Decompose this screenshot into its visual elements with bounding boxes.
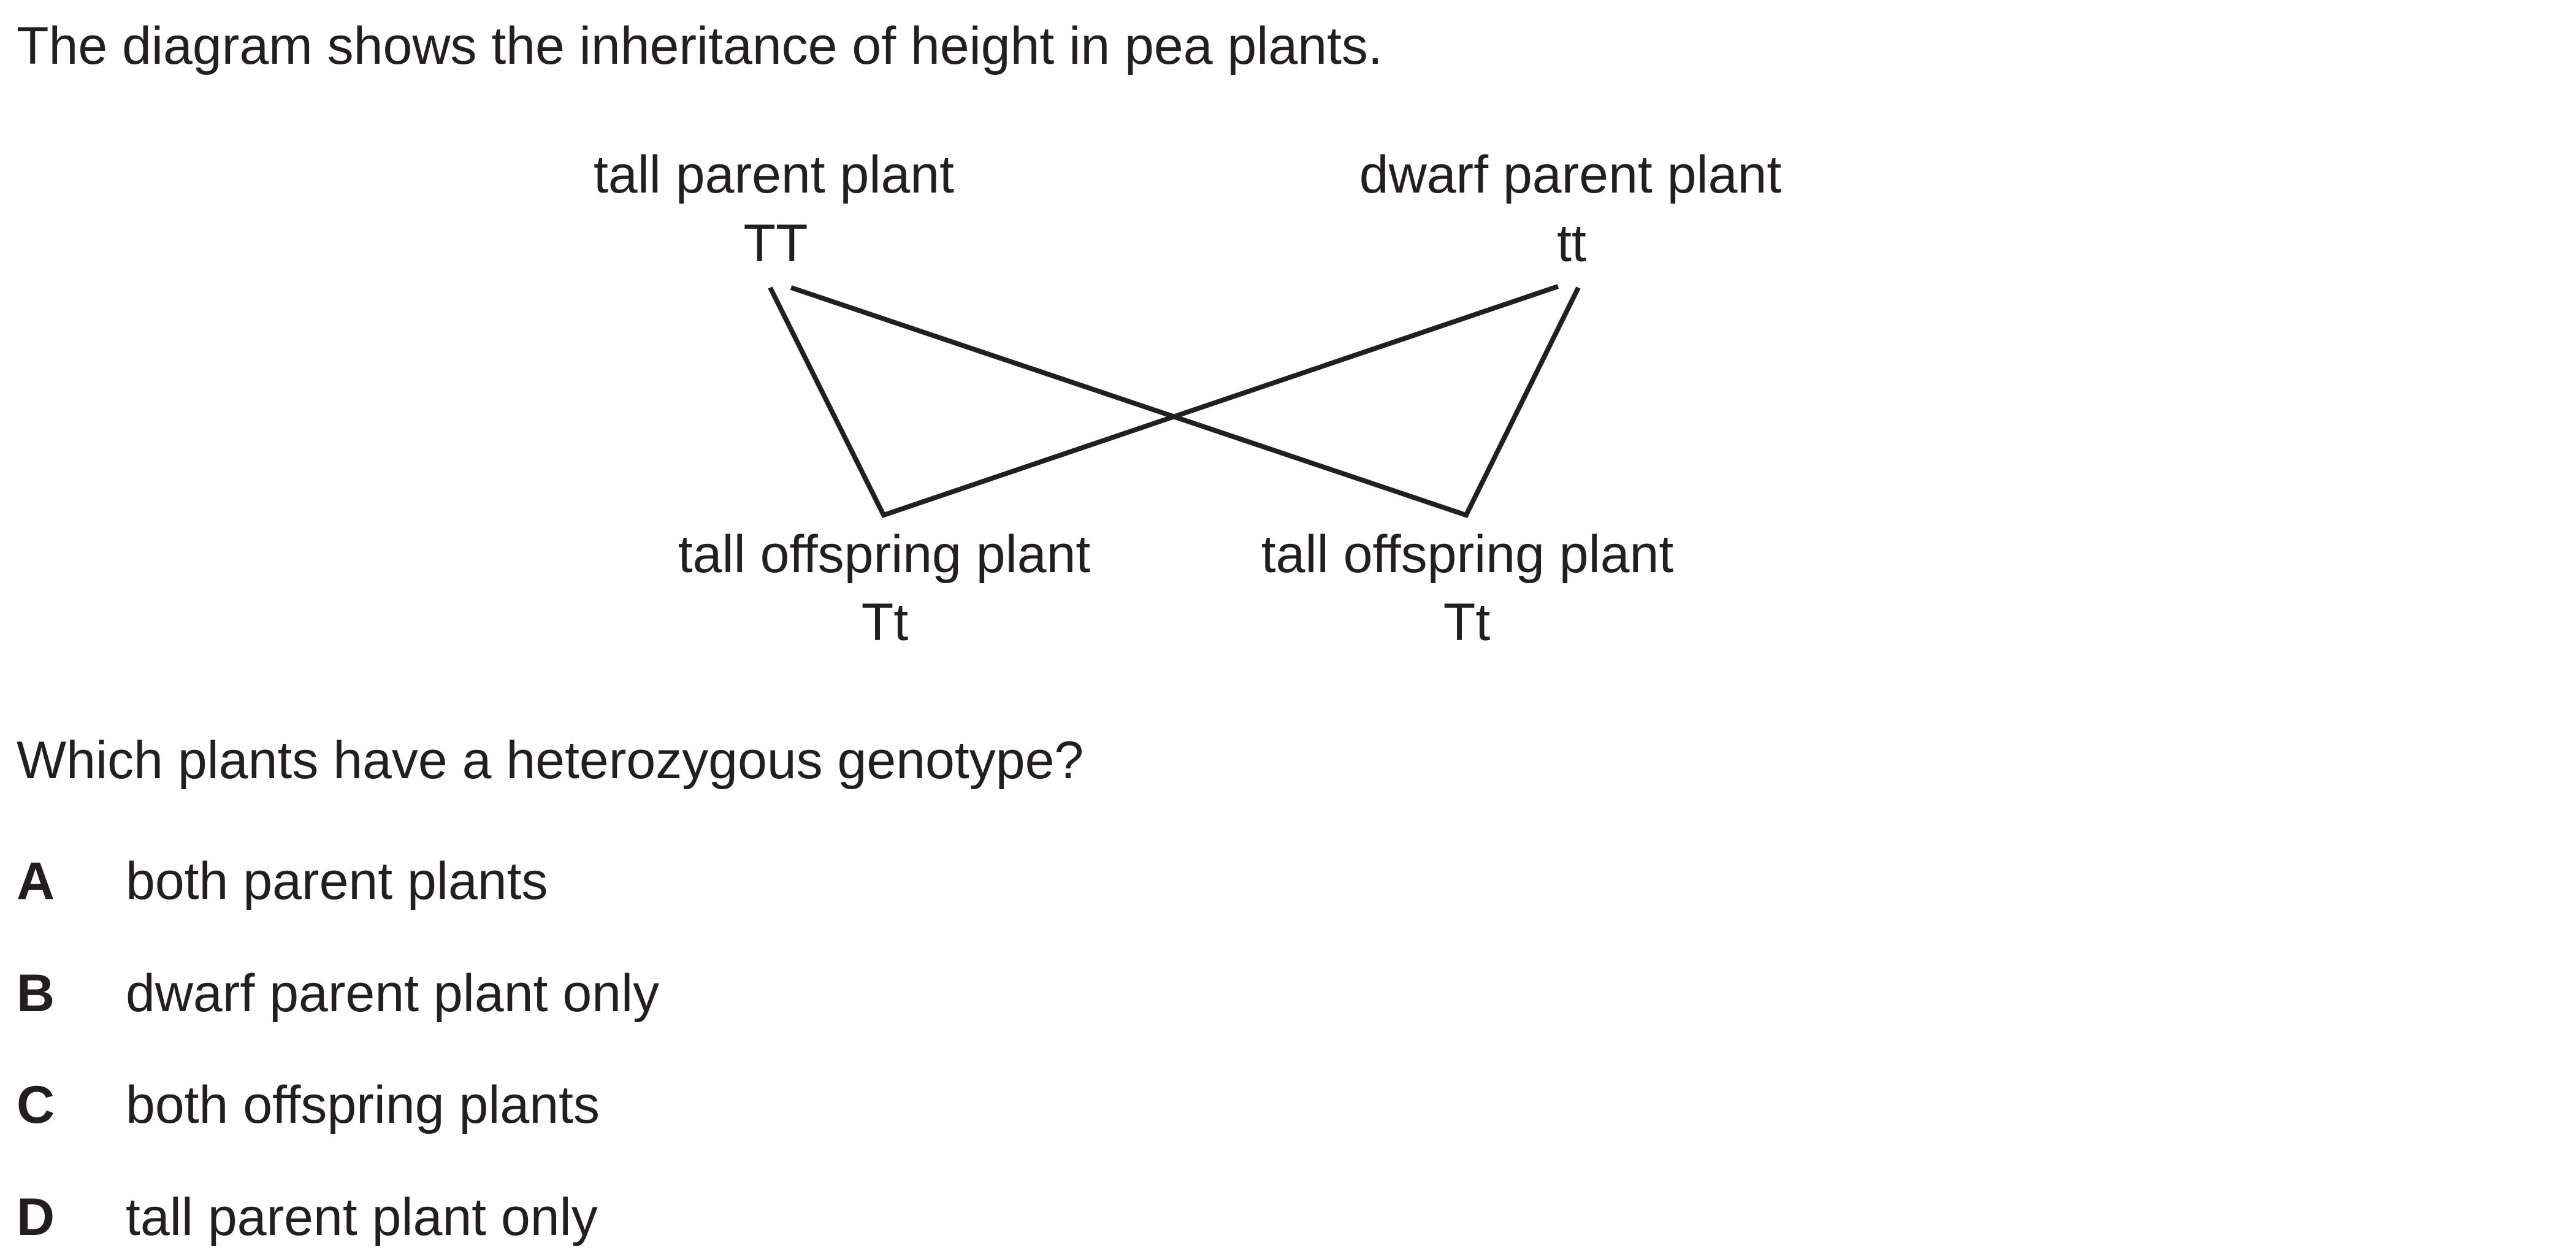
- parent-right-genotype: tt: [1557, 214, 1586, 273]
- offspring-left-label: tall offspring plant: [678, 525, 1091, 584]
- offspring-right-label: tall offspring plant: [1261, 525, 1674, 584]
- offspring-right-genotype: Tt: [1443, 593, 1491, 652]
- parent-left-genotype: TT: [743, 214, 808, 273]
- option-text: both offspring plants: [126, 1076, 600, 1134]
- offspring-left-genotype: Tt: [861, 593, 909, 652]
- option-letter: D: [17, 1188, 55, 1247]
- option-text: dwarf parent plant only: [126, 964, 660, 1023]
- option-letter: C: [17, 1076, 55, 1134]
- option-letter: A: [17, 852, 55, 911]
- option-text: both parent plants: [126, 852, 548, 911]
- option-letter: B: [17, 964, 55, 1023]
- parent-left-label: tall parent plant: [593, 145, 955, 204]
- question-text: Which plants have a heterozygous genotyp…: [17, 731, 1084, 790]
- intro-text: The diagram shows the inheritance of hei…: [17, 17, 1383, 75]
- parent-right-label: dwarf parent plant: [1359, 145, 1782, 204]
- option-text: tall parent plant only: [126, 1188, 598, 1247]
- dwarf-parent-to-right-offspring-line: [790, 285, 1581, 518]
- tall-parent-to-left-offspring-line: [768, 284, 1559, 518]
